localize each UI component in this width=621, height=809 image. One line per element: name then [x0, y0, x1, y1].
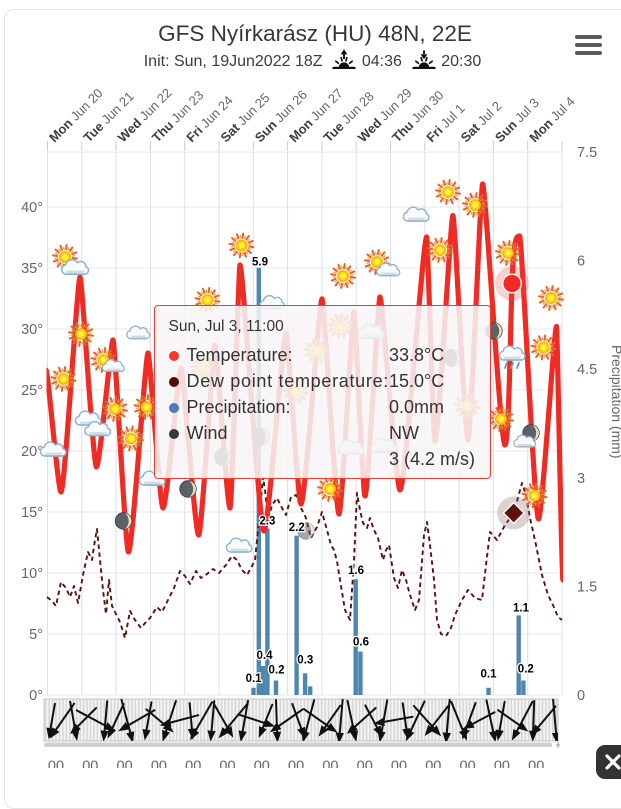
svg-text:00: 00 — [185, 759, 201, 769]
svg-text:5.9: 5.9 — [252, 257, 268, 269]
svg-text:0.3: 0.3 — [297, 655, 313, 667]
svg-text:15°: 15° — [21, 505, 43, 521]
svg-text:5°: 5° — [29, 627, 43, 643]
svg-text:00: 00 — [254, 759, 270, 769]
svg-text:0.1: 0.1 — [246, 673, 263, 685]
svg-text:Precipitation (mm): Precipitation (mm) — [609, 345, 621, 459]
svg-text:1.6: 1.6 — [348, 565, 364, 577]
svg-text:00: 00 — [288, 759, 304, 769]
svg-text:00: 00 — [357, 759, 373, 769]
svg-text:00: 00 — [151, 759, 167, 769]
svg-text:30°: 30° — [21, 322, 43, 338]
svg-text:7.5: 7.5 — [577, 145, 597, 161]
svg-text:00: 00 — [425, 759, 441, 769]
svg-text:0.4: 0.4 — [257, 650, 274, 662]
svg-text:6: 6 — [577, 254, 585, 270]
svg-text:00: 00 — [219, 759, 235, 769]
svg-text:0.2: 0.2 — [269, 665, 285, 677]
svg-text:0.6: 0.6 — [353, 637, 369, 649]
svg-text:00: 00 — [48, 759, 64, 769]
svg-text:35°: 35° — [21, 261, 43, 277]
svg-text:00: 00 — [82, 759, 98, 769]
svg-text:2.3: 2.3 — [259, 516, 275, 528]
svg-text:00: 00 — [391, 759, 407, 769]
svg-text:3: 3 — [577, 471, 585, 487]
svg-text:00: 00 — [117, 759, 133, 769]
svg-text:2.2: 2.2 — [289, 522, 305, 534]
svg-text:0: 0 — [577, 688, 585, 704]
svg-text:00: 00 — [494, 759, 510, 769]
svg-text:00: 00 — [528, 759, 544, 769]
svg-text:10°: 10° — [21, 566, 43, 582]
svg-text:1.5: 1.5 — [577, 579, 597, 595]
svg-text:40°: 40° — [21, 200, 43, 216]
svg-text:1.1: 1.1 — [513, 603, 530, 615]
svg-text:0.2: 0.2 — [518, 664, 534, 676]
svg-text:4.5: 4.5 — [577, 362, 597, 378]
svg-text:00: 00 — [460, 759, 476, 769]
svg-text:0.1: 0.1 — [481, 669, 498, 681]
svg-text:20°: 20° — [21, 444, 43, 460]
svg-text:00: 00 — [322, 759, 338, 769]
svg-text:25°: 25° — [21, 383, 43, 399]
svg-text:0°: 0° — [29, 688, 43, 704]
